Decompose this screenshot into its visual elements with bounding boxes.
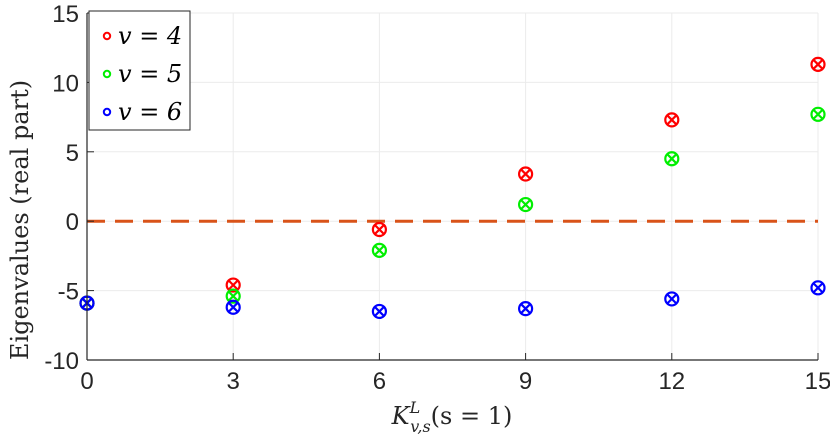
x-tick-label: 6 [373, 368, 386, 395]
legend-label: v = 5 [118, 60, 182, 88]
axes-box [86, 12, 819, 361]
x-tick-label: 3 [227, 368, 240, 395]
marker-circle [371, 303, 387, 320]
legend-label: v = 4 [118, 22, 182, 50]
marker-circle [664, 112, 680, 128]
marker-cross-b [373, 305, 385, 317]
data-point-4 [371, 221, 387, 238]
marker-cross-b [227, 301, 239, 313]
legend-marker [102, 31, 112, 41]
y-tick-label: 15 [52, 1, 79, 28]
y-tick-label: -5 [58, 279, 79, 306]
legend-marker [102, 69, 112, 79]
marker-circle [517, 166, 534, 182]
marker-cross-b [666, 293, 678, 305]
marker-circle [371, 221, 387, 238]
y-tick-label: 10 [52, 70, 79, 97]
marker-cross-b [520, 303, 532, 315]
x-axis-label: KL v,s(s = 1) [391, 398, 513, 436]
marker-circle [810, 106, 826, 122]
x-axis-label-main: K [391, 402, 412, 430]
y-tick-label: 5 [66, 140, 79, 167]
marker-cross-b [812, 108, 824, 120]
marker-cross-b [812, 58, 824, 70]
data-point-6 [810, 280, 826, 296]
marker-circle [225, 299, 241, 315]
x-axis-label-tail: (s = 1) [431, 402, 513, 430]
x-tick-label: 9 [519, 368, 532, 395]
legend-item: v = 6 [102, 98, 182, 126]
legend: v = 4 v = 5 v = 6 [88, 10, 191, 131]
data-point-6 [517, 301, 534, 317]
x-axis-label-sup: L [409, 398, 421, 417]
marker-cross-b [227, 290, 239, 302]
data-point-6 [664, 291, 680, 307]
x-axis-label-sub: v,s [410, 417, 430, 436]
data-point-6 [371, 303, 387, 320]
marker-circle [371, 242, 387, 258]
data-point-5 [810, 106, 826, 122]
marker-circle [810, 280, 826, 296]
x-tick-label: 12 [658, 368, 685, 395]
y-axis-label: Eigenvalues (real part) [6, 80, 34, 360]
grid-lines [86, 12, 819, 361]
data-point-4 [664, 112, 680, 128]
marker-circle [664, 291, 680, 307]
data-markers [79, 56, 826, 320]
marker-cross-b [666, 153, 678, 165]
marker-circle [664, 151, 680, 167]
data-point-4 [225, 277, 241, 293]
data-point-4 [810, 56, 826, 72]
legend-label: v = 6 [118, 98, 182, 126]
y-tick-label: 0 [66, 209, 79, 236]
data-point-5 [225, 288, 241, 304]
marker-cross-b [373, 244, 385, 256]
data-point-4 [517, 166, 534, 182]
marker-cross-b [520, 168, 532, 180]
legend-marker [102, 107, 112, 117]
marker-cross-b [373, 224, 385, 235]
x-tick-label: 0 [80, 368, 93, 395]
data-point-6 [225, 299, 241, 315]
data-point-5 [517, 196, 534, 213]
tick-labels: 0 3 6 9 12 15 -10 -5 0 5 10 15 [44, 1, 830, 395]
marker-circle [225, 288, 241, 304]
y-tick-label: -10 [44, 348, 79, 375]
legend-item: v = 4 [102, 22, 182, 50]
marker-circle [517, 196, 534, 213]
marker-cross-b [520, 199, 532, 211]
marker-cross-b [666, 114, 678, 126]
data-point-5 [371, 242, 387, 258]
marker-circle [810, 56, 826, 72]
marker-circle [225, 277, 241, 293]
marker-circle [517, 301, 534, 317]
marker-cross-b [812, 282, 824, 294]
marker-cross-b [227, 279, 239, 291]
legend-item: v = 5 [102, 60, 182, 88]
x-tick-label: 15 [805, 368, 830, 395]
data-point-5 [664, 151, 680, 167]
